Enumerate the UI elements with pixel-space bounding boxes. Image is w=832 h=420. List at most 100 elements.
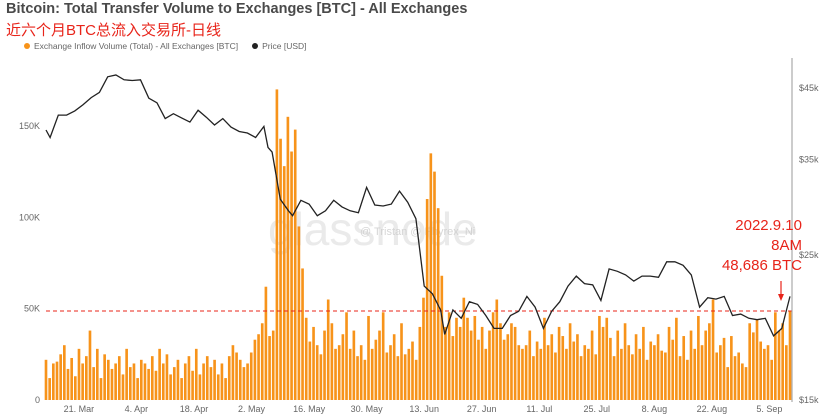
x-tick-label: 11. Jul: [526, 404, 552, 414]
bar: [623, 323, 627, 400]
bar: [444, 326, 447, 400]
bar: [480, 326, 484, 400]
bar: [315, 345, 319, 400]
bar: [121, 374, 125, 400]
bar: [543, 317, 546, 400]
bar: [675, 317, 678, 400]
bar: [183, 363, 187, 400]
bar: [396, 356, 400, 400]
legend-item-price[interactable]: Price [USD]: [252, 41, 307, 51]
bar: [158, 348, 161, 400]
bar: [664, 352, 667, 400]
bar: [66, 368, 70, 400]
bar: [150, 356, 154, 400]
bar: [535, 341, 539, 400]
bar: [609, 337, 612, 400]
bar: [763, 348, 766, 400]
bar: [374, 339, 378, 400]
x-tick-label: 8. Aug: [642, 404, 668, 414]
bar: [238, 359, 242, 400]
bar: [385, 352, 389, 400]
bar: [528, 330, 532, 400]
bar: [521, 348, 524, 400]
chart-title: Bitcoin: Total Transfer Volume to Exchan…: [6, 1, 468, 17]
x-tick-label: 22. Aug: [697, 404, 728, 414]
x-tick-label: 21. Mar: [64, 404, 95, 414]
bar: [191, 370, 194, 400]
bar: [653, 345, 656, 400]
bar: [220, 363, 224, 400]
bar: [759, 341, 762, 400]
annotation-value: 48,686 BTC: [721, 257, 802, 274]
bar: [205, 356, 209, 400]
x-tick-label: 30. May: [351, 404, 384, 414]
x-tick-label: 2. May: [238, 404, 266, 414]
bar: [744, 367, 748, 400]
bar: [678, 356, 682, 400]
bar: [649, 341, 653, 400]
bar: [741, 363, 744, 400]
bar: [378, 330, 381, 400]
bar: [550, 334, 554, 400]
bar: [63, 345, 66, 400]
bar: [557, 326, 561, 400]
bar: [532, 356, 535, 400]
bar: [359, 345, 363, 400]
bar: [682, 336, 686, 400]
bar: [774, 312, 777, 400]
bar: [114, 363, 117, 400]
bar: [209, 367, 213, 400]
x-tick-label: 4. Apr: [125, 404, 149, 414]
bar: [95, 348, 99, 400]
x-axis-ticks: 21. Mar 4. Apr 18. Apr 2. May 16. May 30. May…: [64, 404, 783, 414]
bar: [48, 378, 51, 400]
bar: [594, 354, 598, 400]
bar: [700, 345, 704, 400]
bar: [429, 153, 433, 400]
bar: [326, 299, 330, 400]
bar: [55, 361, 59, 400]
bar: [367, 315, 370, 400]
bar: [52, 363, 55, 400]
legend-item-inflow[interactable]: Exchange Inflow Volume (Total) - All Exc…: [24, 41, 238, 51]
bar: [433, 171, 436, 400]
bar: [290, 151, 293, 400]
bar: [576, 334, 579, 400]
bar: [634, 334, 638, 400]
x-tick-label: 25. Jul: [584, 404, 611, 414]
bar: [345, 312, 348, 400]
bar: [106, 359, 110, 400]
bar: [733, 356, 737, 400]
bar: [187, 356, 191, 400]
bar: [601, 326, 605, 400]
bar: [719, 345, 722, 400]
left-axis-ticks: 0 50K 100K 150K: [19, 121, 40, 405]
legend: Exchange Inflow Volume (Total) - All Exc…: [24, 41, 307, 51]
bar: [418, 326, 422, 400]
bar: [671, 339, 675, 400]
bar: [147, 368, 150, 400]
bar: [224, 378, 227, 400]
bar: [726, 367, 730, 400]
bar: [297, 226, 301, 400]
annotation-time: 8AM: [771, 237, 802, 254]
bar: [730, 336, 733, 400]
bar: [755, 319, 759, 400]
bar: [704, 330, 708, 400]
bar: [154, 370, 158, 400]
right-tick-label: $35k: [799, 154, 819, 164]
bar: [660, 350, 664, 400]
bar: [440, 275, 444, 400]
bar: [85, 356, 88, 400]
bar: [348, 348, 352, 400]
bar: [785, 345, 788, 400]
bar: [363, 359, 367, 400]
bar: [59, 354, 62, 400]
right-axis-ticks: $15k $25k $35k $45k: [799, 83, 819, 405]
bar: [715, 352, 719, 400]
left-tick-label: 150K: [19, 121, 40, 131]
bar: [491, 312, 495, 400]
bar: [667, 326, 671, 400]
bar: [752, 332, 755, 400]
bar: [686, 359, 689, 400]
